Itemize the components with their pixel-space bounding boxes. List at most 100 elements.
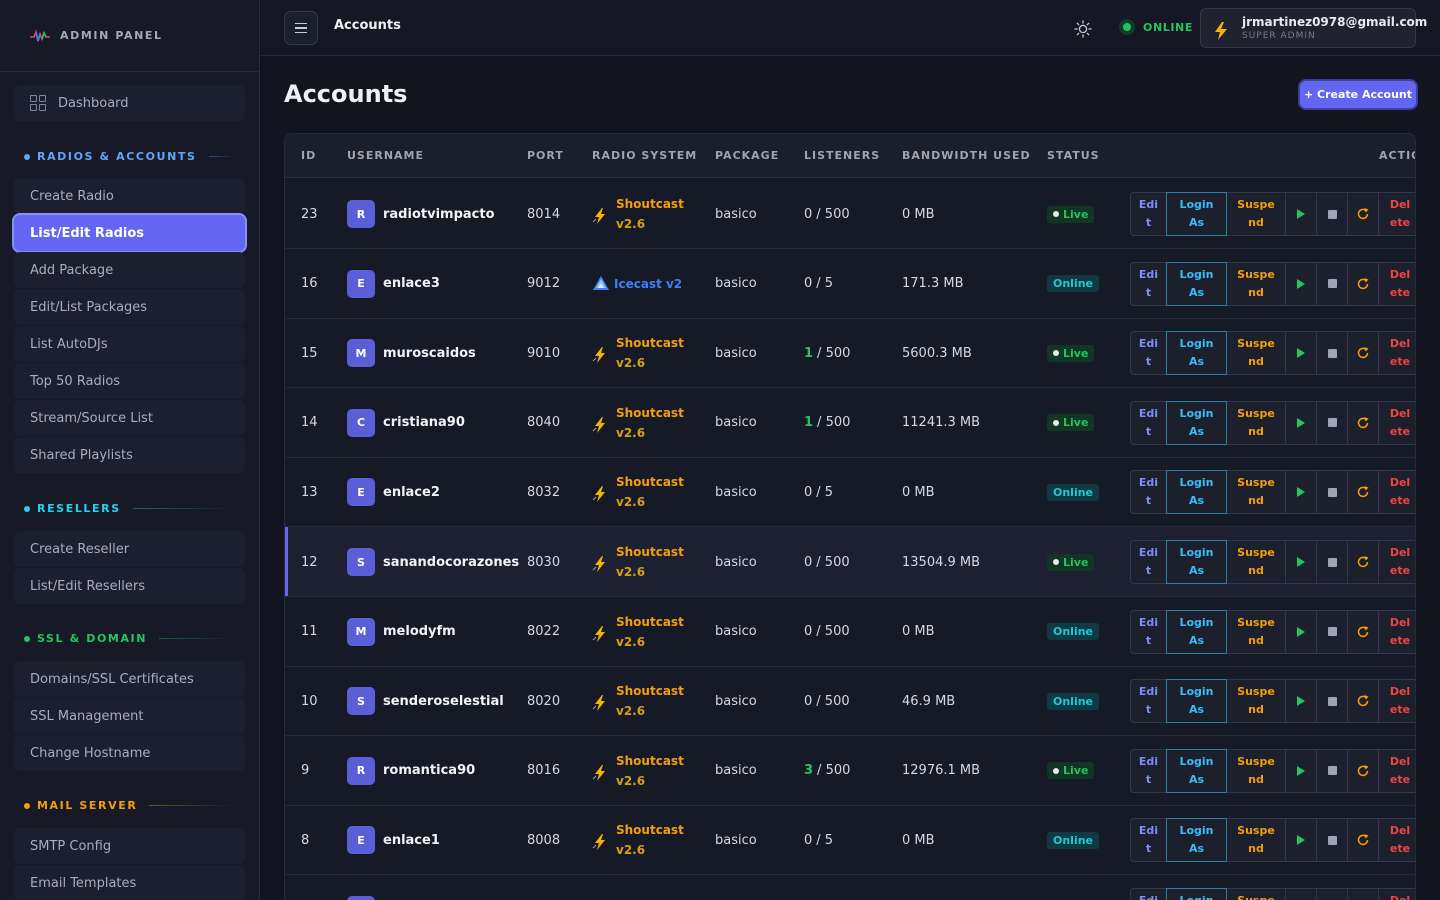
column-header-username[interactable]: USERNAME [347,149,425,162]
stop-button[interactable] [1316,748,1348,793]
login-as-button[interactable]: Login As [1166,679,1227,724]
sidebar-item-dashboard[interactable]: Dashboard [14,85,245,121]
start-button[interactable] [1285,470,1317,515]
sidebar-item-add-package[interactable]: Add Package [14,252,245,288]
restart-button[interactable] [1347,400,1379,445]
delete-button[interactable]: Delete [1378,470,1415,515]
login-as-button[interactable]: Login As [1166,818,1227,863]
login-as-button[interactable]: Login As [1166,331,1227,376]
stop-button[interactable] [1316,261,1348,306]
delete-button[interactable]: Delete [1378,888,1415,900]
start-button[interactable] [1285,818,1317,863]
theme-toggle-sun-icon[interactable] [1074,20,1092,38]
start-button[interactable] [1285,748,1317,793]
suspend-button[interactable]: Suspend [1226,400,1286,445]
delete-button[interactable]: Delete [1378,261,1415,306]
column-header-port[interactable]: PORT [527,149,564,162]
stop-button[interactable] [1316,192,1348,236]
start-button[interactable] [1285,540,1317,584]
restart-button[interactable] [1347,540,1379,584]
delete-button[interactable]: Delete [1378,679,1415,724]
sidebar-item-domains-ssl-certificates[interactable]: Domains/SSL Certificates [14,661,245,697]
edit-button[interactable]: Edit [1130,609,1167,654]
column-header-listeners[interactable]: LISTENERS [804,149,881,162]
sidebar-item-list-edit-radios[interactable]: List/Edit Radios [14,215,245,251]
column-header-package[interactable]: PACKAGE [715,149,780,162]
sidebar-item-list-edit-resellers[interactable]: List/Edit Resellers [14,568,245,604]
sidebar-item-shared-playlists[interactable]: Shared Playlists [14,437,245,473]
login-as-button[interactable]: Login As [1166,609,1227,654]
stop-button[interactable] [1316,679,1348,724]
login-as-button[interactable]: Login As [1166,261,1227,306]
suspend-button[interactable]: Suspend [1226,679,1286,724]
suspend-button[interactable]: Suspend [1226,192,1286,236]
create-account-button[interactable]: + Create Account [1300,81,1416,108]
restart-button[interactable] [1347,748,1379,793]
menu-toggle-button[interactable] [284,11,318,45]
login-as-button[interactable]: Login As [1166,540,1227,584]
restart-button[interactable] [1347,609,1379,654]
sidebar-item-email-templates[interactable]: Email Templates [14,865,245,900]
edit-button[interactable]: Edit [1130,400,1167,445]
edit-button[interactable]: Edit [1130,540,1167,584]
delete-button[interactable]: Delete [1378,748,1415,793]
suspend-button[interactable]: Suspend [1226,470,1286,515]
start-button[interactable] [1285,679,1317,724]
login-as-button[interactable]: Login As [1166,192,1227,236]
edit-button[interactable]: Edit [1130,261,1167,306]
column-header-status[interactable]: STATUS [1047,149,1100,162]
stop-button[interactable] [1316,331,1348,376]
start-button[interactable] [1285,331,1317,376]
sidebar-item-create-radio[interactable]: Create Radio [14,178,245,214]
edit-button[interactable]: Edit [1130,679,1167,724]
suspend-button[interactable]: Suspend [1226,331,1286,376]
sidebar-item-smtp-config[interactable]: SMTP Config [14,828,245,864]
suspend-button[interactable]: Suspend [1226,888,1286,900]
restart-button[interactable] [1347,818,1379,863]
start-button[interactable] [1285,261,1317,306]
suspend-button[interactable]: Suspend [1226,609,1286,654]
edit-button[interactable]: Edit [1130,192,1167,236]
login-as-button[interactable]: Login As [1166,888,1227,900]
start-button[interactable] [1285,400,1317,445]
restart-button[interactable] [1347,192,1379,236]
sidebar-item-top-50-radios[interactable]: Top 50 Radios [14,363,245,399]
edit-button[interactable]: Edit [1130,470,1167,515]
sidebar-item-edit-list-packages[interactable]: Edit/List Packages [14,289,245,325]
sidebar-item-create-reseller[interactable]: Create Reseller [14,531,245,567]
stop-button[interactable] [1316,888,1348,900]
sidebar-item-change-hostname[interactable]: Change Hostname [14,735,245,771]
login-as-button[interactable]: Login As [1166,400,1227,445]
suspend-button[interactable]: Suspend [1226,540,1286,584]
restart-button[interactable] [1347,331,1379,376]
sidebar-item-stream-source-list[interactable]: Stream/Source List [14,400,245,436]
delete-button[interactable]: Delete [1378,331,1415,376]
restart-button[interactable] [1347,888,1379,900]
edit-button[interactable]: Edit [1130,888,1167,900]
login-as-button[interactable]: Login As [1166,470,1227,515]
stop-button[interactable] [1316,470,1348,515]
edit-button[interactable]: Edit [1130,818,1167,863]
stop-button[interactable] [1316,609,1348,654]
edit-button[interactable]: Edit [1130,748,1167,793]
column-header-bandwidth-used[interactable]: BANDWIDTH USED [902,149,1031,162]
user-menu[interactable]: jrmartinez0978@gmail.com SUPER ADMIN [1200,8,1427,48]
edit-button[interactable]: Edit [1130,331,1167,376]
suspend-button[interactable]: Suspend [1226,261,1286,306]
suspend-button[interactable]: Suspend [1226,818,1286,863]
stop-button[interactable] [1316,540,1348,584]
delete-button[interactable]: Delete [1378,818,1415,863]
column-header-actions[interactable]: ACTIO [1379,149,1415,162]
restart-button[interactable] [1347,470,1379,515]
start-button[interactable] [1285,609,1317,654]
restart-button[interactable] [1347,679,1379,724]
